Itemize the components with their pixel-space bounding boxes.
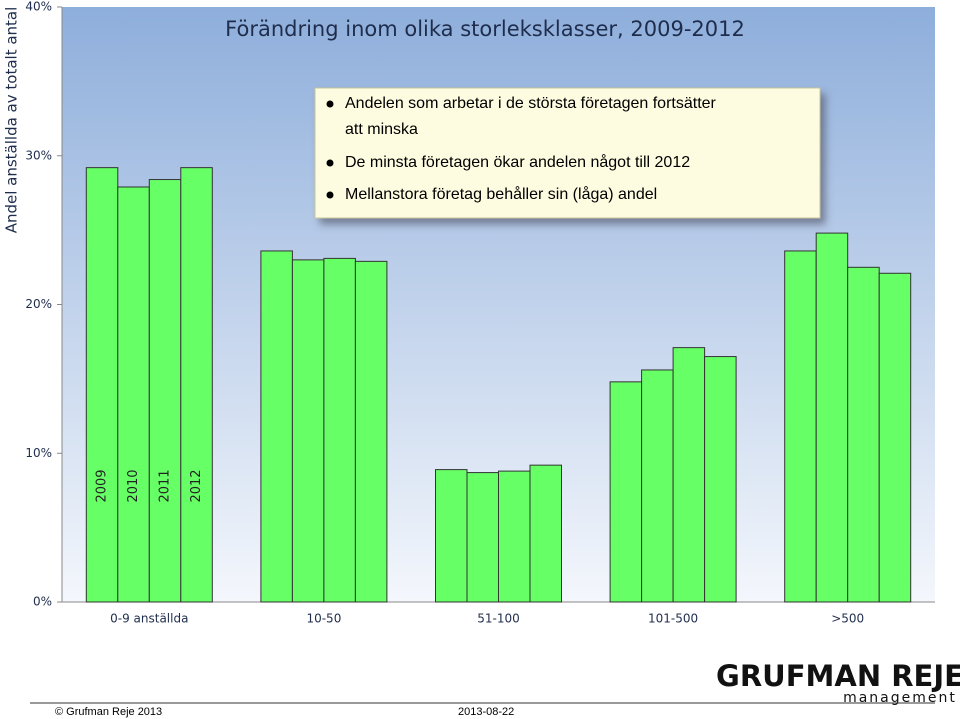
bar	[609, 381, 643, 603]
bar	[291, 259, 325, 603]
y-tick-label: 0%	[33, 595, 52, 609]
bullet	[326, 100, 334, 108]
x-tick-label: 51-100	[477, 612, 520, 626]
logo-sub: management	[843, 690, 957, 706]
bullet	[326, 159, 334, 167]
callout-text: Mellanstora företag behåller sin (låga) …	[345, 185, 657, 203]
y-tick-label: 10%	[25, 446, 52, 460]
bar	[354, 260, 388, 603]
bar	[180, 167, 213, 603]
bar	[641, 369, 674, 603]
legend-label: 2010	[126, 469, 141, 502]
bar	[878, 272, 912, 603]
callout-text: De minsta företagen ökar andelen något t…	[345, 153, 690, 171]
y-tick-label: 20%	[25, 297, 52, 311]
legend-label: 2011	[158, 469, 173, 502]
bar	[323, 257, 356, 603]
bar	[529, 464, 562, 603]
callout	[314, 87, 821, 219]
bar	[260, 250, 293, 603]
legend-label: 2012	[189, 469, 204, 502]
bar	[148, 179, 182, 603]
bar	[815, 232, 849, 603]
bar	[784, 250, 817, 603]
x-tick-label: 10-50	[306, 612, 341, 626]
bar	[498, 470, 531, 603]
y-axis-title: Andel anställda av totalt antal	[3, 7, 21, 234]
callout-box	[314, 87, 821, 219]
bullet	[326, 191, 334, 199]
footer-date: 2013-08-22	[458, 706, 514, 718]
y-tick-label: 40%	[25, 0, 52, 14]
logo-name: GRUFMAN REJE	[716, 659, 960, 693]
legend-label: 2009	[95, 469, 110, 502]
bar	[117, 186, 150, 603]
footer-copyright: © Grufman Reje 2013	[55, 706, 162, 718]
bar	[435, 469, 468, 603]
bar	[704, 356, 737, 603]
bar	[847, 266, 880, 603]
x-tick-label: >500	[831, 612, 864, 626]
bar	[466, 472, 499, 603]
y-tick-label: 30%	[25, 148, 52, 162]
bars	[85, 167, 912, 603]
x-tick-label: 0-9 anställda	[110, 612, 188, 626]
bar	[672, 347, 706, 603]
callout-text: Andelen som arbetar i de största företag…	[345, 95, 717, 138]
bar	[85, 167, 119, 603]
x-tick-label: 101-500	[648, 612, 698, 626]
chart-title: Förändring inom olika storleksklasser, 2…	[225, 17, 745, 41]
